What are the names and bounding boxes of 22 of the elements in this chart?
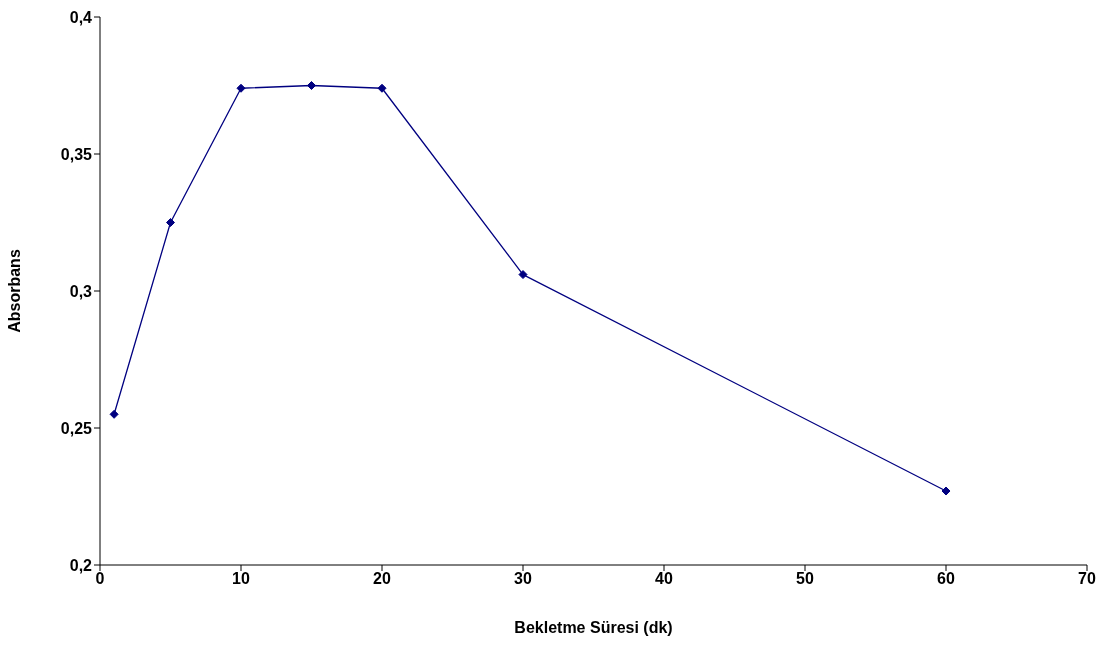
y-tick-label: 0,2 [69, 556, 93, 574]
x-tick-label: 70 [1078, 570, 1096, 588]
y-tick-label: 0,25 [60, 419, 93, 437]
x-tick-label: 40 [655, 570, 673, 588]
x-tick-label: 10 [232, 570, 250, 588]
point [941, 486, 951, 496]
point [236, 83, 246, 93]
point [109, 409, 119, 419]
x-tick-label: 30 [514, 570, 532, 588]
point [307, 81, 316, 90]
y-axis-title: Absorbans [5, 249, 23, 333]
point [377, 83, 387, 93]
y-tick-label: 0,4 [69, 8, 93, 26]
point [518, 270, 528, 280]
x-axis-title: Bekletme Süresi (dk) [514, 619, 673, 636]
x-tick-label: 20 [373, 570, 391, 588]
x-tick-label: 50 [796, 570, 814, 588]
point [166, 218, 175, 227]
x-tick-label: 60 [937, 570, 955, 588]
y-tick-label: 0,35 [60, 145, 93, 163]
y-tick-label: 0,3 [69, 282, 93, 300]
x-tick-label: 0 [95, 570, 105, 588]
